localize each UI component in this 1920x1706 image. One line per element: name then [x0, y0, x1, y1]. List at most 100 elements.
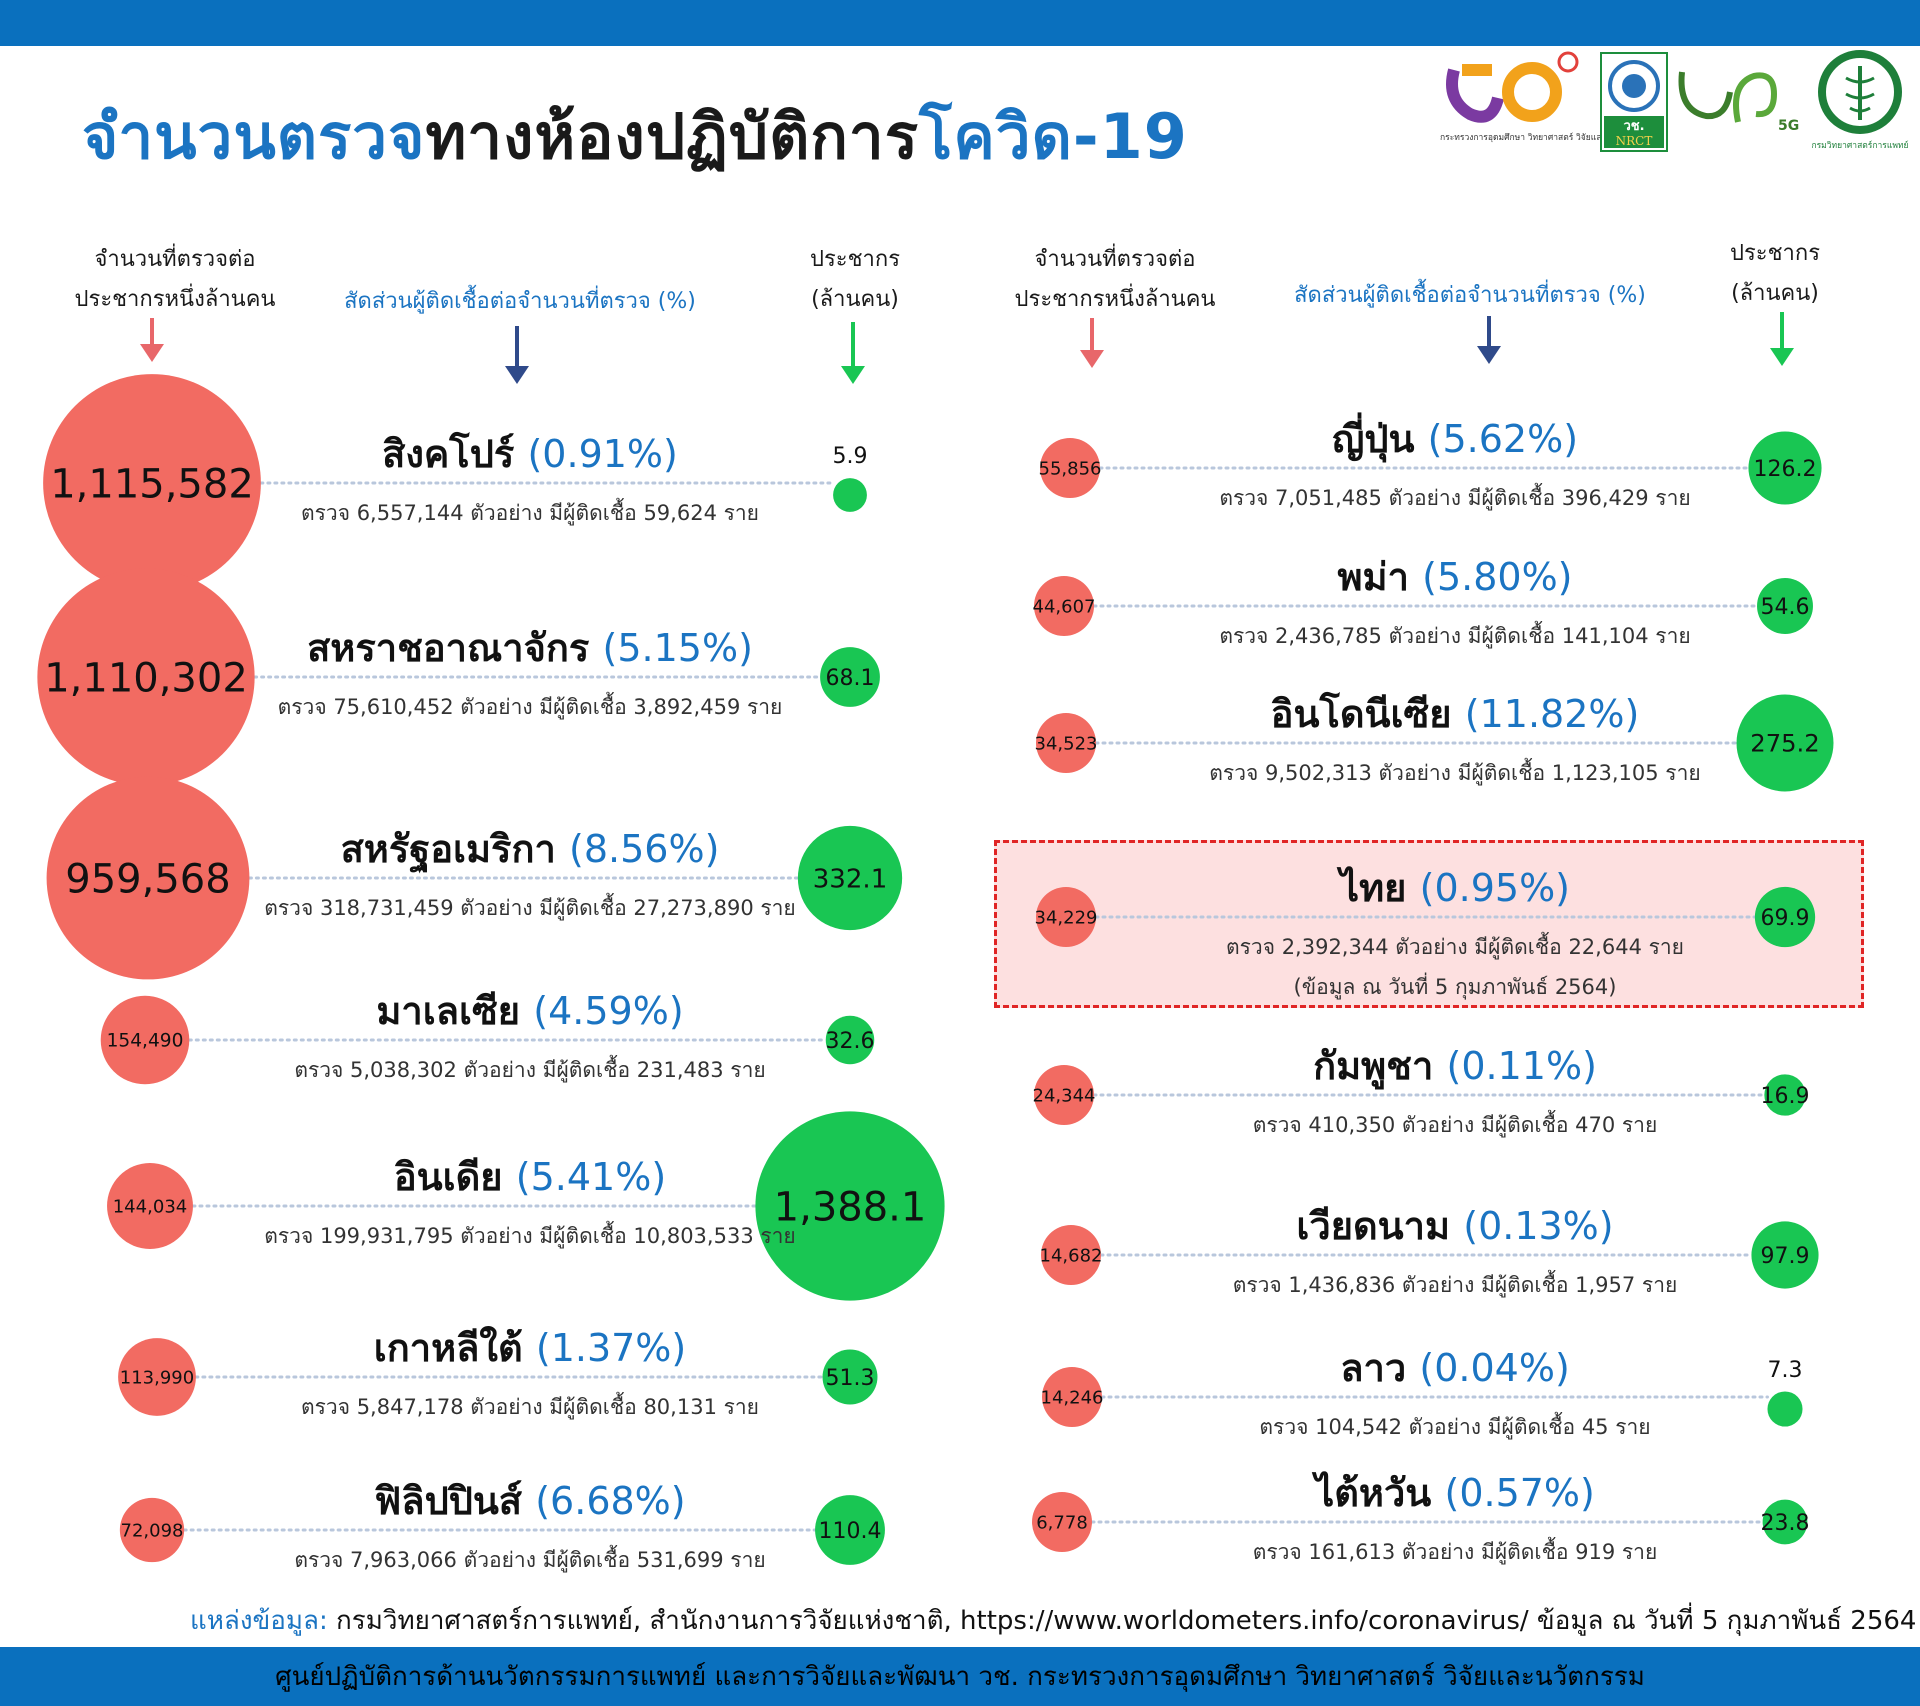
country-5-name-line: เกาหลีใต้ (1.37%) — [250, 1317, 810, 1378]
country-6-population-bubble — [815, 1495, 885, 1565]
wch-5g-logo-text: 5G — [1778, 118, 1799, 134]
country-14-tests-label: 6,778 — [1036, 1512, 1088, 1533]
country-0-country-name: สิงคโปร์ — [382, 432, 528, 476]
country-8-tests-label: 44,607 — [1033, 596, 1096, 617]
country-8-population-bubble — [1757, 578, 1813, 634]
country-9-country-name: อินโดนีเซีย — [1270, 692, 1465, 736]
source-note: แหล่งข้อมูล: กรมวิทยาศาสตร์การแพทย์, สำน… — [190, 1600, 1916, 1641]
left-header-tests-line1: จำนวนที่ตรวจต่อ — [94, 247, 256, 272]
country-9-population-label: 275.2 — [1750, 729, 1819, 758]
country-12-tests-label: 14,682 — [1040, 1245, 1103, 1266]
country-12-tests-bubble — [1041, 1225, 1101, 1285]
country-12-population-bubble — [1751, 1221, 1819, 1289]
country-4-population-bubble — [755, 1111, 945, 1301]
country-10-population-bubble — [1754, 886, 1816, 948]
country-5-positivity: (1.37%) — [535, 1326, 687, 1370]
country-6-positivity: (6.68%) — [535, 1479, 686, 1523]
country-1-name-line: สหราชอาณาจักร (5.15%) — [250, 617, 810, 678]
country-3-tests-label: 154,490 — [107, 1031, 184, 1052]
country-11-population-label: 16.9 — [1761, 1084, 1810, 1109]
country-9-population-bubble — [1736, 694, 1834, 792]
country-10-country-name: ไทย — [1339, 866, 1420, 910]
country-12-name-line: เวียดนาม (0.13%) — [1175, 1195, 1735, 1256]
country-10-detail: ตรวจ 2,392,344 ตัวอย่าง มีผู้ติดเชื้อ 22… — [1226, 935, 1684, 959]
country-2-positivity: (8.56%) — [569, 827, 720, 871]
country-8-population-label: 54.6 — [1761, 595, 1810, 620]
country-13-tests-label: 14,246 — [1041, 1387, 1104, 1408]
country-14-population-bubble — [1762, 1499, 1808, 1545]
nrct-logo-text-bottom: NRCT — [1616, 134, 1653, 148]
source-label: แหล่งข้อมูล: — [190, 1606, 328, 1636]
footer-text: ศูนย์ปฏิบัติการด้านนวัตกรรมการแพทย์ และก… — [275, 1662, 1645, 1692]
country-2-name-line: สหรัฐอเมริกา (8.56%) — [250, 818, 810, 879]
country-0-population-label: 5.9 — [833, 444, 868, 469]
country-7-tests-bubble — [1040, 438, 1100, 498]
country-8-name-line: พม่า (5.80%) — [1175, 546, 1735, 607]
country-10-tests-label: 34,229 — [1035, 907, 1098, 928]
nrct-logo-text-top: วช. — [1623, 119, 1644, 134]
country-8-tests-bubble — [1034, 576, 1094, 636]
country-14-name-line: ไต้หวัน (0.57%) — [1175, 1462, 1735, 1523]
country-9-detail: ตรวจ 9,502,313 ตัวอย่าง มีผู้ติดเชื้อ 1,… — [1209, 761, 1701, 785]
title-part-3: โควิด-19 — [919, 100, 1188, 173]
country-13-population-bubble — [1767, 1391, 1803, 1427]
country-13-country-name: ลาว — [1340, 1346, 1420, 1390]
country-1-country-name: สหราชอาณาจักร — [307, 626, 603, 670]
country-12-country-name: เวียดนาม — [1296, 1204, 1464, 1248]
right-header-population-line1: ประชากร — [1729, 241, 1821, 266]
left-header-population-line2: (ล้านคน) — [811, 287, 899, 312]
country-11-name-line: กัมพูชา (0.11%) — [1175, 1035, 1735, 1096]
country-11-detail: ตรวจ 410,350 ตัวอย่าง มีผู้ติดเชื้อ 470 … — [1252, 1113, 1658, 1137]
country-2-detail: ตรวจ 318,731,459 ตัวอย่าง มีผู้ติดเชื้อ … — [264, 896, 796, 920]
country-14-detail: ตรวจ 161,613 ตัวอย่าง มีผู้ติดเชื้อ 919 … — [1252, 1540, 1658, 1564]
country-5-tests-label: 113,990 — [120, 1367, 194, 1388]
left-header-positivity: สัดส่วนผู้ติดเชื้อต่อจำนวนที่ตรวจ (%) — [344, 289, 696, 314]
nrct-logo: วช. NRCT — [1600, 52, 1668, 152]
country-3-country-name: มาเลเซีย — [376, 989, 534, 1033]
page-title: จำนวนตรวจทางห้องปฏิบัติการโควิด-19 — [82, 88, 1188, 186]
country-10-name-line: ไทย (0.95%) — [1175, 857, 1735, 918]
left-header-tests-line2: ประชากรหนึ่งล้านคน — [74, 287, 276, 312]
country-11-tests-label: 24,344 — [1033, 1085, 1096, 1106]
country-1-positivity: (5.15%) — [602, 626, 753, 670]
wch-5g-logo: 5G — [1678, 71, 1799, 134]
country-8-country-name: พม่า — [1337, 555, 1423, 599]
country-0-positivity: (0.91%) — [527, 432, 678, 476]
country-4-tests-label: 144,034 — [113, 1196, 188, 1217]
source-text: กรมวิทยาศาสตร์การแพทย์, สำนักงานการวิจัย… — [336, 1606, 1917, 1636]
country-11-population-bubble — [1764, 1074, 1806, 1116]
right-positivity-arrow-head — [1477, 346, 1501, 364]
left-positivity-arrow-head — [505, 366, 529, 384]
country-11-positivity: (0.11%) — [1446, 1044, 1597, 1088]
country-6-tests-label: 72,098 — [121, 1520, 184, 1541]
right-header-tests: จำนวนที่ตรวจต่อ ประชากรหนึ่งล้านคน — [990, 240, 1240, 320]
right-header-population: ประชากร (ล้านคน) — [1680, 234, 1870, 314]
country-1-tests-label: 1,110,302 — [44, 655, 248, 701]
country-13-name-line: ลาว (0.04%) — [1175, 1337, 1735, 1398]
country-13-population-label: 7.3 — [1768, 1358, 1803, 1383]
country-3-name-line: มาเลเซีย (4.59%) — [250, 980, 810, 1041]
right-header-positivity: สัดส่วนผู้ติดเชื้อต่อจำนวนที่ตรวจ (%) — [1294, 283, 1646, 308]
dmsc-logo: กรมวิทยาศาสตร์การแพทย์ — [1811, 50, 1909, 151]
left-tests-arrow-head — [140, 344, 164, 362]
title-part-2: ทางห้องปฏิบัติการ — [425, 100, 920, 173]
country-9-positivity: (11.82%) — [1464, 692, 1640, 736]
right-tests-arrow-head — [1080, 350, 1104, 368]
country-3-detail: ตรวจ 5,038,302 ตัวอย่าง มีผู้ติดเชื้อ 23… — [294, 1058, 766, 1082]
country-7-tests-label: 55,856 — [1039, 458, 1102, 479]
country-5-population-label: 51.3 — [826, 1366, 875, 1391]
country-13-detail: ตรวจ 104,542 ตัวอย่าง มีผู้ติดเชื้อ 45 ร… — [1259, 1415, 1651, 1439]
country-1-tests-bubble — [37, 568, 255, 786]
country-2-population-bubble — [797, 825, 903, 931]
country-12-detail: ตรวจ 1,436,836 ตัวอย่าง มีผู้ติดเชื้อ 1,… — [1232, 1273, 1678, 1297]
country-1-population-bubble — [820, 647, 880, 707]
footer-bar: ศูนย์ปฏิบัติการด้านนวัตกรรมการแพทย์ และก… — [0, 1647, 1920, 1706]
left-population-arrow-head — [841, 366, 865, 384]
country-9-name-line: อินโดนีเซีย (11.82%) — [1175, 683, 1735, 744]
country-9-tests-bubble — [1036, 713, 1096, 773]
country-6-country-name: ฟิลิปปินส์ — [374, 1479, 536, 1523]
country-4-detail: ตรวจ 199,931,795 ตัวอย่าง มีผู้ติดเชื้อ … — [264, 1224, 796, 1248]
country-5-detail: ตรวจ 5,847,178 ตัวอย่าง มีผู้ติดเชื้อ 80… — [301, 1395, 759, 1419]
country-11-tests-bubble — [1034, 1065, 1094, 1125]
